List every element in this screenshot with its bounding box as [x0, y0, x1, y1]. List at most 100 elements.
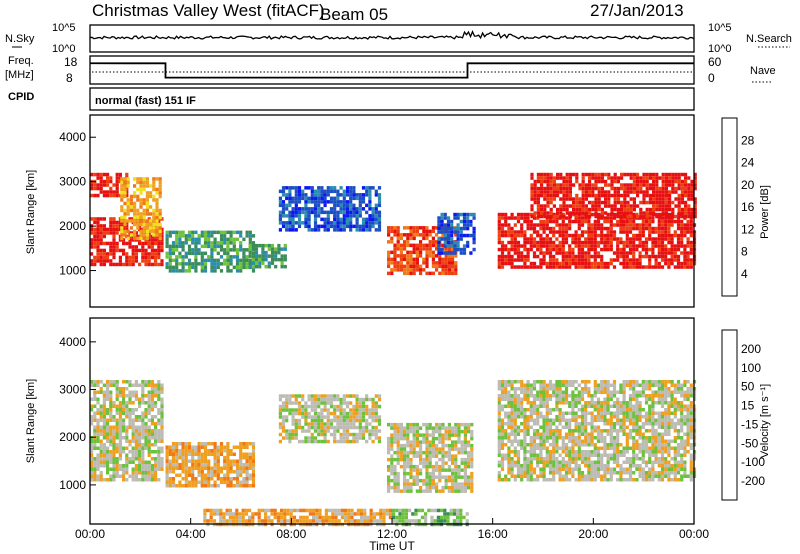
velocity-cell-r1 — [210, 449, 214, 453]
power-cell-r2 — [120, 177, 124, 181]
power-cell-r5 — [371, 217, 375, 222]
velocity-cell-r4 — [497, 401, 501, 405]
velocity-cell-r4 — [539, 460, 543, 464]
power-cell-r2 — [136, 177, 140, 181]
velocity-cell-r4 — [568, 450, 572, 454]
velocity-cell-r4 — [532, 401, 537, 405]
power-cell-r0 — [93, 262, 97, 267]
power-cell-r8 — [526, 251, 530, 255]
power-cell-r2 — [142, 226, 146, 230]
velocity-cell-r0 — [115, 457, 119, 461]
power-cell-r9 — [572, 204, 576, 208]
velocity-cell-r0 — [96, 436, 100, 440]
velocity-cell-r3 — [470, 457, 474, 462]
power-cell-r5 — [349, 224, 353, 229]
velocity-cell-r2 — [310, 425, 314, 430]
velocity-cell-r1 — [232, 459, 236, 463]
power-cell-r9 — [559, 172, 563, 177]
velocity-cell-r1 — [223, 480, 227, 484]
velocity-cell-r2 — [288, 432, 292, 437]
velocity-cell-r1 — [213, 480, 217, 484]
velocity-cell-r0 — [109, 467, 113, 471]
power-cell-r8 — [628, 265, 633, 269]
power-cell-r5 — [313, 217, 318, 222]
velocity-cell-r4 — [523, 446, 527, 450]
power-cell-r3 — [223, 251, 227, 256]
velocity-cell-r2 — [313, 425, 318, 430]
velocity-cell-r4 — [545, 425, 549, 429]
velocity-cell-r4 — [568, 429, 572, 433]
power-cell-r8 — [532, 265, 537, 269]
velocity-cell-r0 — [106, 460, 110, 464]
power-cell-r3 — [226, 258, 230, 263]
power-cell-r1 — [115, 179, 119, 184]
power-cell-r7 — [466, 226, 470, 231]
power-cell-r0 — [154, 248, 158, 253]
power-cell-r9 — [693, 197, 697, 201]
power-cell-r9 — [556, 207, 560, 212]
power-cell-r5 — [368, 186, 372, 190]
power-cell-r5 — [368, 214, 372, 218]
velocity-cell-r2 — [323, 422, 327, 426]
power-cell-r0 — [112, 234, 116, 239]
velocity-cell-r3 — [447, 443, 451, 448]
power-cell-r6 — [425, 250, 429, 255]
power-cell-r9 — [556, 214, 560, 219]
power-cell-r9 — [578, 200, 582, 205]
power-cell-r8 — [609, 261, 613, 266]
velocity-cell-r1 — [178, 449, 182, 453]
velocity-cell-r2 — [313, 408, 318, 412]
velocity-cell-r2 — [313, 404, 318, 409]
velocity-cell-r2 — [333, 436, 337, 440]
power-cell-r8 — [686, 254, 690, 259]
power-cell-r8 — [600, 247, 604, 252]
power-cell-r2 — [139, 222, 143, 227]
velocity-cell-r4 — [504, 404, 508, 408]
velocity-cell-r4 — [520, 429, 524, 433]
velocity-cell-r2 — [368, 411, 372, 416]
velocity-cell-r4 — [545, 436, 549, 440]
power-cell-r5 — [336, 217, 340, 222]
velocity-cell-r3 — [463, 464, 467, 469]
power-cell-r3 — [216, 265, 220, 270]
power-cell-r3 — [187, 237, 192, 242]
velocity-cell-r3 — [444, 450, 448, 455]
velocity-cell-r1 — [187, 445, 192, 449]
power-cell-r5 — [377, 196, 382, 201]
power-cell-r2 — [142, 177, 146, 181]
velocity-cell-r4 — [552, 453, 556, 457]
power-cell-r0 — [122, 241, 126, 246]
power-cell-r5 — [342, 224, 346, 229]
velocity-cell-r0 — [147, 397, 151, 401]
power-cell-r8 — [526, 237, 530, 241]
velocity-cell-r1 — [171, 456, 176, 460]
velocity-cell-r1 — [242, 445, 246, 449]
power-cell-r2 — [123, 208, 127, 213]
power-cell-r9 — [568, 190, 572, 194]
power-cell-r7 — [456, 247, 460, 252]
velocity-cell-r1 — [242, 477, 246, 481]
power-cell-r0 — [131, 262, 135, 267]
power-cell-r5 — [349, 228, 353, 232]
velocity-cell-r1 — [171, 445, 176, 449]
velocity-cell-r1 — [210, 470, 214, 474]
power-cell-r2 — [123, 222, 127, 227]
velocity-cell-r0 — [96, 380, 100, 384]
velocity-cell-r4 — [497, 453, 501, 457]
velocity-cell-r4 — [500, 387, 505, 391]
power-cell-r2 — [142, 212, 146, 216]
power-cell-r9 — [680, 179, 684, 184]
velocity-cell-r2 — [320, 432, 324, 437]
velocity-cell-r3 — [403, 433, 407, 437]
power-cell-r9 — [632, 172, 636, 177]
velocity-cell-r4 — [568, 401, 572, 405]
velocity-cell-r0 — [154, 450, 158, 454]
velocity-cell-r0 — [154, 415, 158, 419]
velocity-cell-r2 — [345, 439, 350, 444]
power-cell-r8 — [664, 226, 668, 231]
power-cell-r2 — [149, 184, 153, 188]
velocity-cell-r1 — [165, 452, 169, 456]
velocity-cell-r2 — [285, 432, 289, 437]
velocity-cell-r4 — [564, 380, 569, 384]
